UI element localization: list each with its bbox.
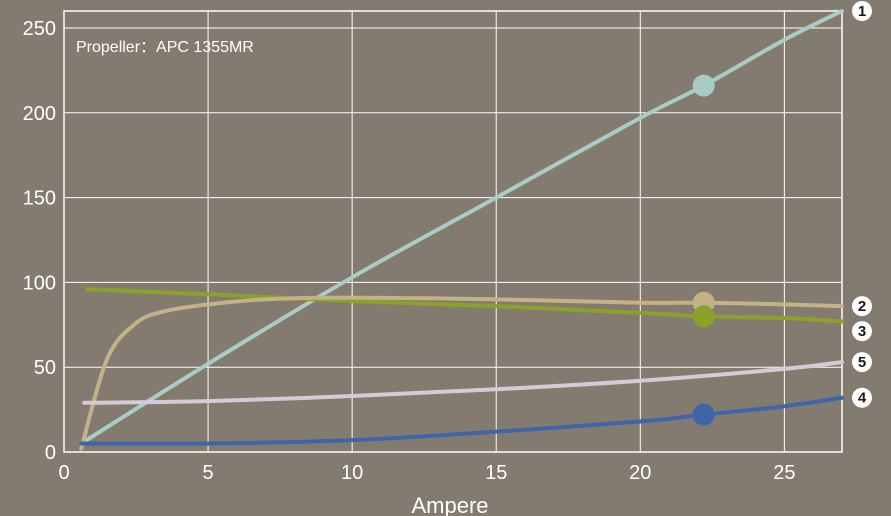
plot-border bbox=[63, 10, 843, 453]
x-tick-label: 15 bbox=[485, 462, 507, 484]
series-line-4 bbox=[79, 395, 844, 446]
series-badges: 1 2 3 4 5 bbox=[852, 1, 872, 408]
y-tick-label: 200 bbox=[23, 103, 56, 125]
series-line-1 bbox=[79, 9, 844, 446]
series-badge-4: 4 bbox=[852, 387, 872, 408]
badge-circle bbox=[852, 296, 872, 317]
y-tick-label: 50 bbox=[34, 357, 56, 379]
propeller-annotation: Propeller：APC 1355MR bbox=[76, 39, 254, 56]
y-tick-label: 150 bbox=[23, 188, 56, 210]
badge-circle bbox=[852, 321, 872, 342]
series-badge-2: 2 bbox=[852, 296, 872, 317]
y-tick-label: 100 bbox=[23, 272, 56, 294]
series-line-3 bbox=[85, 287, 844, 324]
badge-label: 2 bbox=[858, 298, 866, 315]
x-tick-label: 5 bbox=[203, 462, 214, 484]
series-marker-3 bbox=[692, 305, 715, 328]
x-tick-label: 20 bbox=[629, 462, 651, 484]
badge-label: 1 bbox=[858, 3, 866, 20]
x-axis-label: Ampere bbox=[411, 493, 488, 516]
badge-circle bbox=[852, 1, 872, 21]
x-tick-label: 0 bbox=[58, 462, 69, 484]
x-tick-label: 25 bbox=[773, 462, 795, 484]
series-marker-4 bbox=[692, 403, 715, 426]
badge-circle bbox=[852, 387, 872, 408]
y-tick-label: 0 bbox=[45, 442, 56, 464]
series-marker-1 bbox=[692, 74, 715, 97]
badge-circle bbox=[852, 352, 872, 373]
badge-label: 5 bbox=[858, 354, 866, 371]
badge-label: 3 bbox=[858, 323, 866, 340]
x-tick-label: 10 bbox=[341, 462, 363, 484]
series-line-5 bbox=[82, 360, 844, 405]
marker-group bbox=[692, 74, 715, 426]
badge-label: 4 bbox=[858, 390, 867, 407]
series-badge-5: 5 bbox=[852, 352, 872, 373]
series-badge-1: 1 bbox=[852, 1, 872, 21]
plot-area bbox=[64, 11, 842, 452]
y-tick-label: 250 bbox=[23, 18, 56, 40]
grid bbox=[63, 10, 843, 453]
series-badge-3: 3 bbox=[852, 321, 872, 342]
